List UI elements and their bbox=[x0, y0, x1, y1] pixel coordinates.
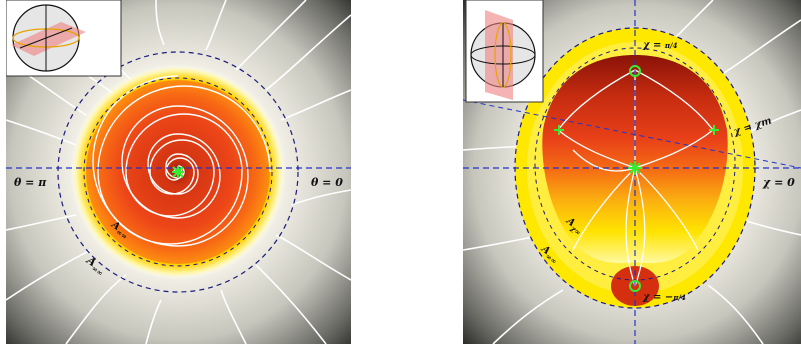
fixed-point-left bbox=[554, 125, 564, 135]
label-chi-top: χ = π/4 bbox=[642, 40, 678, 51]
label-theta-pi: θ = π bbox=[14, 176, 47, 189]
label-theta-zero: θ = 0 bbox=[311, 176, 343, 189]
left-phase-portrait: θ = π θ = 0 A∞∞ A∞∞ bbox=[5, 0, 352, 345]
label-chi-bottom: χ = −π/4 bbox=[642, 292, 686, 303]
inset-sphere bbox=[5, 0, 122, 77]
fixed-point-bottom bbox=[629, 280, 641, 292]
spiral-flow-lines bbox=[92, 75, 271, 247]
inner-separatrix bbox=[83, 77, 273, 267]
fixed-point-top bbox=[629, 65, 641, 77]
fixed-point-right bbox=[709, 125, 719, 135]
outer-separatrix bbox=[514, 27, 756, 309]
outer-flow-lines bbox=[5, 0, 352, 345]
right-phase-svg: χ = π/4 χ = −π/4 χ = χm χ = 0 Aχ∞ A∞∞ bbox=[462, 0, 801, 345]
outer-separatrix bbox=[57, 51, 299, 293]
fixed-point-center bbox=[628, 161, 642, 175]
fixed-point-star bbox=[172, 166, 184, 178]
left-phase-svg: θ = π θ = 0 A∞∞ A∞∞ bbox=[5, 0, 352, 345]
label-chi-zero: χ = 0 bbox=[762, 176, 795, 189]
inset-sphere bbox=[465, 0, 544, 103]
inner-flow-lines bbox=[557, 69, 714, 287]
right-phase-portrait: χ = π/4 χ = −π/4 χ = χm χ = 0 Aχ∞ A∞∞ bbox=[462, 0, 801, 345]
chi-m-line bbox=[462, 99, 801, 169]
